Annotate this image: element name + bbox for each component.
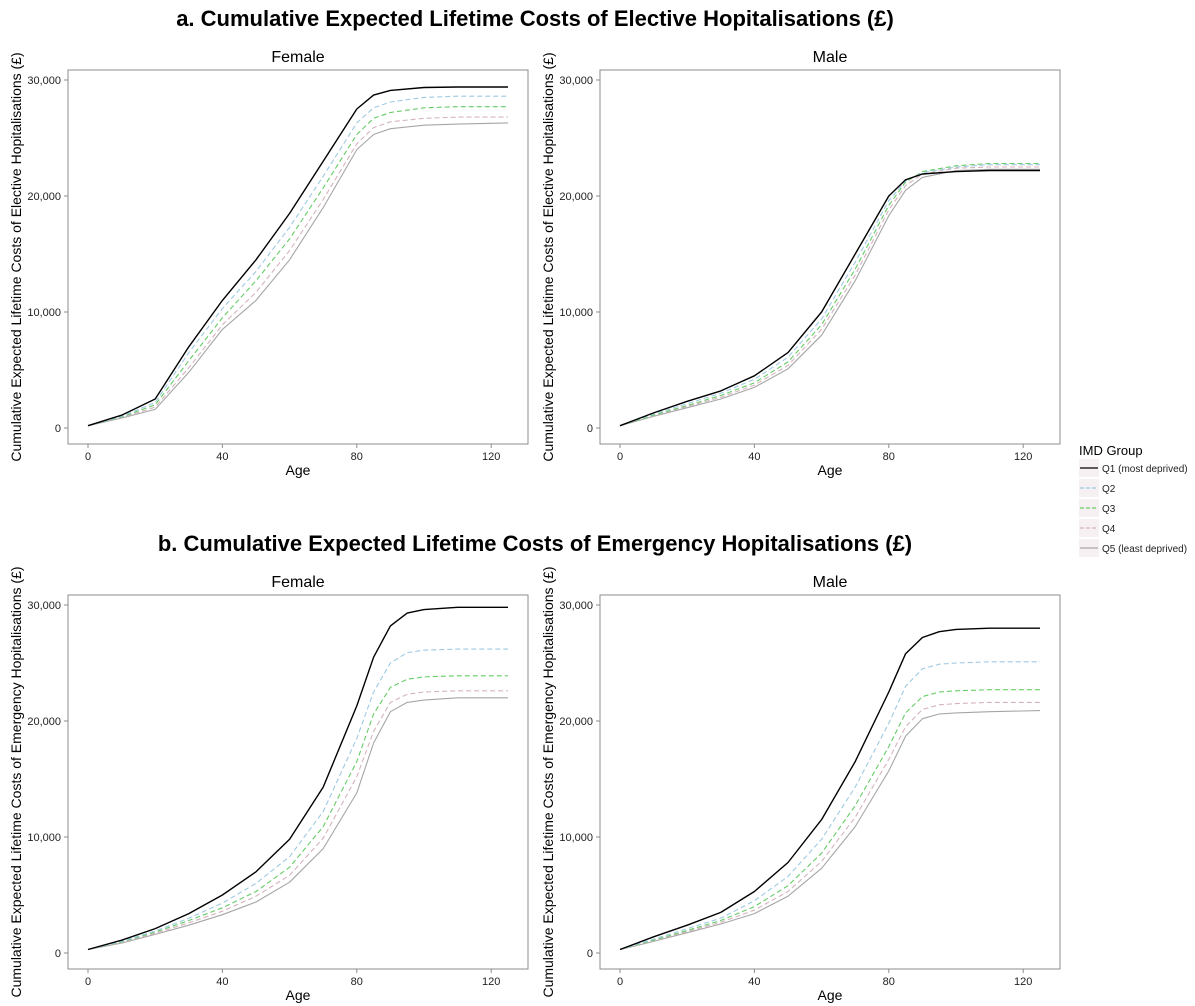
legend-items: Q1 (most deprived) Q2 Q3 Q4 Q5 (least depriv… [1079,459,1188,557]
plot-frame [599,69,1061,445]
series-line-q3 [87,675,508,951]
series-line-q5 [619,710,1041,951]
y-tick-label: 10,000 [27,307,61,319]
plot-frame [599,594,1061,970]
facet-title: Female [271,574,324,591]
legend-label: Q5 (least deprived) [1102,544,1187,555]
series-line-q1 [619,627,1040,951]
plot-frame [67,69,529,445]
legend-item: Q5 (least deprived) [1079,539,1187,557]
y-tick-label: 20,000 [559,191,593,203]
x-tick-label: 40 [748,976,760,988]
y-axis-label: Cumulative Expected Lifetime Costs of El… [540,52,556,461]
title-b: b. Cumulative Expected Lifetime Costs of… [158,531,912,556]
x-tick-label: 80 [883,451,895,463]
y-tick-label: 0 [587,423,593,435]
y-axis-label: Cumulative Expected Lifetime Costs of Em… [540,566,556,997]
chart-panel-2: Male 0 10,000 20,000 30,000 0 40 80 120 Age Cumula… [540,49,1061,478]
x-tick-label: 80 [351,976,363,988]
series-line-q1 [87,86,508,427]
y-tick-label: 30,000 [559,600,593,612]
x-tick-label: 0 [617,451,623,463]
x-tick-label: 80 [351,451,363,463]
x-tick-label: 120 [1014,451,1032,463]
legend-item: Q3 [1079,499,1116,517]
legend-item: Q1 (most deprived) [1079,459,1188,477]
chart-panel-1: Female 0 10,000 20,000 30,000 0 40 80 120 Age Cumu… [8,49,529,478]
series-line-q2 [619,661,1040,951]
y-tick-label: 30,000 [27,600,61,612]
series-line-q2 [87,95,508,427]
y-tick-label: 20,000 [27,716,61,728]
y-axis-label: Cumulative Expected Lifetime Costs of Em… [8,566,24,997]
y-tick-label: 30,000 [559,75,593,87]
x-tick-label: 40 [216,976,228,988]
x-tick-label: 40 [216,451,228,463]
series-line-q4 [87,690,508,951]
legend-label: Q1 (most deprived) [1102,464,1188,475]
x-tick-label: 0 [85,976,91,988]
series-line-q2 [87,648,508,951]
y-tick-label: 30,000 [27,75,61,87]
facet-title: Male [813,49,848,66]
x-tick-label: 0 [617,976,623,988]
series-line-q3 [619,689,1040,951]
title-a: a. Cumulative Expected Lifetime Costs of… [176,6,894,31]
series-line-q1 [619,169,1040,427]
legend-title: IMD Group [1079,443,1143,458]
series-line-q2 [619,164,1040,427]
y-tick-label: 10,000 [27,832,61,844]
y-tick-label: 0 [55,948,61,960]
legend-label: Q3 [1102,504,1116,515]
chart-panel-3: Female 0 10,000 20,000 30,000 0 40 80 120 Age Cumu… [8,566,529,1003]
legend-item: Q4 [1079,519,1116,537]
y-tick-label: 20,000 [27,191,61,203]
series-line-q4 [619,166,1040,427]
y-tick-label: 10,000 [559,307,593,319]
y-axis-label: Cumulative Expected Lifetime Costs of El… [8,52,24,461]
legend-label: Q4 [1102,524,1116,535]
legend-label: Q2 [1102,484,1116,495]
series-line-q4 [619,701,1040,951]
x-axis-label: Age [818,987,843,1003]
series-line-q1 [87,606,508,951]
x-tick-label: 120 [482,976,500,988]
x-axis-label: Age [286,987,311,1003]
series-line-q5 [87,697,508,951]
facet-title: Female [271,49,324,66]
legend: IMD Group Q1 (most deprived) Q2 Q3 Q4 Q5 (le… [1079,443,1188,557]
x-tick-label: 120 [1014,976,1032,988]
x-axis-label: Age [818,462,843,478]
y-tick-label: 10,000 [559,832,593,844]
series-line-q5 [87,122,509,427]
x-tick-label: 0 [85,451,91,463]
y-tick-label: 0 [587,948,593,960]
chart-panel-4: Male 0 10,000 20,000 30,000 0 40 80 120 Age Cumula… [540,566,1061,1003]
y-tick-label: 0 [55,423,61,435]
legend-item: Q2 [1079,479,1116,497]
facet-title: Male [813,574,848,591]
x-tick-label: 120 [482,451,500,463]
x-tick-label: 40 [748,451,760,463]
y-tick-label: 20,000 [559,716,593,728]
x-axis-label: Age [286,462,311,478]
plot-frame [67,594,529,970]
series-line-q3 [619,162,1040,427]
x-tick-label: 80 [883,976,895,988]
series-line-q3 [87,106,508,427]
panels: Female 0 10,000 20,000 30,000 0 40 80 120 Age Cumu… [8,49,1061,1003]
series-line-q4 [87,116,508,427]
